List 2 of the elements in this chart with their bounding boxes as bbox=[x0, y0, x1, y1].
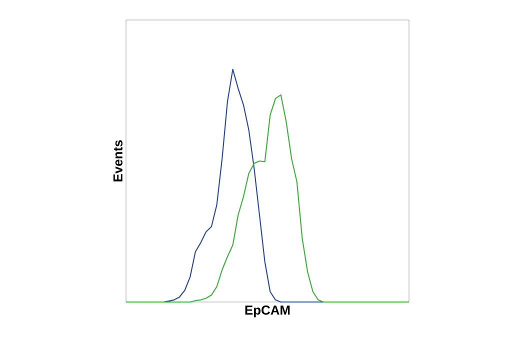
y-axis-title: Events bbox=[113, 140, 122, 182]
x-axis-title: EpCAM bbox=[245, 306, 290, 318]
